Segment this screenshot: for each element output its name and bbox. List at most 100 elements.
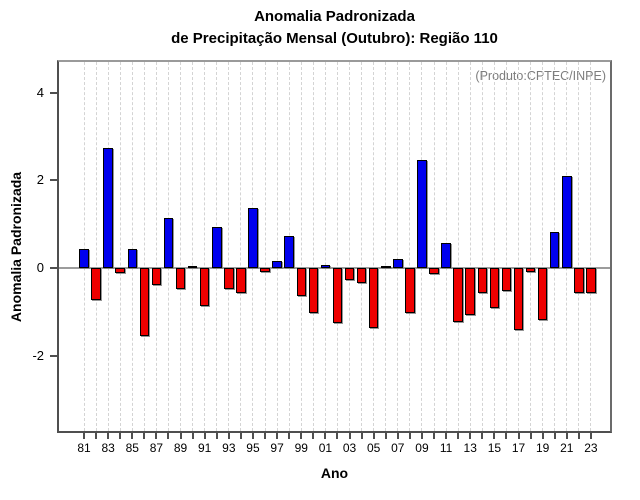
y-tick-label-2: 2 — [36, 172, 44, 188]
x-tick-2021 — [565, 433, 568, 439]
bar-2004 — [356, 268, 367, 284]
bar-2023 — [586, 268, 596, 294]
x-tick-1988 — [167, 433, 170, 439]
bar-1987 — [151, 268, 162, 286]
x-tick-1984 — [119, 433, 122, 439]
gridline-1984 — [119, 62, 121, 431]
bar-2007 — [393, 259, 403, 268]
x-tick-1997 — [276, 433, 279, 439]
x-tick-2023 — [589, 433, 592, 439]
x-tick-1998 — [288, 433, 291, 439]
bar-2008 — [405, 268, 415, 313]
x-tick-2016 — [505, 433, 508, 439]
x-tick-label-85: 85 — [125, 441, 139, 455]
bar-1990 — [187, 265, 198, 268]
x-tick-1994 — [239, 433, 242, 439]
y-tick-4 — [50, 91, 57, 94]
x-tick-label-13: 13 — [463, 441, 477, 455]
gridline-1987 — [155, 62, 157, 431]
x-tick-1992 — [215, 433, 218, 439]
gridline-2023 — [590, 62, 592, 431]
gridline-2004 — [361, 62, 363, 431]
bar-1996 — [260, 268, 270, 272]
x-tick-2001 — [324, 433, 327, 439]
x-tick-2012 — [457, 433, 460, 439]
gridline-2005 — [373, 62, 375, 431]
x-axis-title: Ano — [320, 465, 349, 481]
bar-2021 — [562, 176, 572, 268]
bar-2000 — [308, 268, 319, 314]
bar-2017 — [513, 268, 524, 330]
x-tick-2013 — [469, 433, 472, 439]
chart-title-line-2: de Precipitação Mensal (Outubro): Região… — [171, 30, 498, 47]
x-tick-label-17: 17 — [511, 441, 526, 455]
y-axis-title: Anomalia Padronizada — [8, 171, 24, 323]
gridline-2010 — [433, 62, 435, 431]
bar-1998 — [284, 236, 294, 268]
gridline-1986 — [143, 62, 145, 431]
bar-2020 — [549, 231, 560, 268]
x-tick-label-99: 99 — [294, 441, 308, 455]
bar-1985 — [127, 248, 138, 268]
bar-2015 — [489, 268, 500, 309]
x-tick-2015 — [493, 433, 496, 439]
bar-1995 — [248, 208, 258, 268]
gridline-1991 — [204, 62, 206, 431]
gridline-2022 — [578, 62, 580, 431]
bar-2009 — [417, 159, 427, 268]
gridline-1999 — [300, 62, 302, 431]
x-tick-label-23: 23 — [584, 441, 598, 455]
gridline-1982 — [95, 62, 97, 431]
gridline-2003 — [349, 62, 351, 431]
bar-2010 — [429, 268, 439, 275]
x-tick-2006 — [384, 433, 387, 439]
bar-2012 — [453, 268, 463, 323]
bar-1989 — [175, 268, 186, 290]
x-tick-1991 — [203, 433, 206, 439]
chart-title-line-1: Anomalia Padronizada — [254, 8, 415, 25]
x-tick-label-89: 89 — [173, 441, 188, 455]
gridline-1981 — [83, 62, 85, 431]
gridline-1997 — [276, 62, 278, 431]
x-tick-label-05: 05 — [366, 441, 381, 455]
x-tick-2005 — [372, 433, 375, 439]
x-tick-label-11: 11 — [439, 441, 453, 455]
gridline-2007 — [397, 62, 399, 431]
x-tick-2003 — [348, 433, 351, 439]
bar-2003 — [344, 268, 355, 280]
x-tick-2004 — [360, 433, 363, 439]
bar-2014 — [477, 268, 488, 294]
bar-1986 — [139, 268, 150, 337]
y-tick-label-4: 4 — [36, 84, 44, 100]
bar-2013 — [465, 268, 475, 315]
bar-1988 — [163, 218, 174, 268]
gridline-1993 — [228, 62, 230, 431]
gridline-2006 — [385, 62, 387, 431]
gridline-2000 — [312, 62, 314, 431]
gridline-1996 — [264, 62, 266, 431]
bar-1981 — [79, 248, 89, 268]
bar-1992 — [212, 226, 222, 268]
gridline-2014 — [481, 62, 483, 431]
gridline-2015 — [493, 62, 495, 431]
bar-1997 — [272, 260, 282, 268]
bar-1983 — [103, 147, 113, 268]
x-tick-label-07: 07 — [391, 441, 405, 455]
gridline-1985 — [131, 62, 133, 431]
y-tick-label--2: -2 — [32, 347, 44, 363]
x-tick-2019 — [541, 433, 544, 439]
x-tick-2014 — [481, 433, 484, 439]
bar-1999 — [296, 268, 306, 297]
gridline-2016 — [505, 62, 507, 431]
x-tick-1982 — [95, 433, 98, 439]
bar-2022 — [574, 268, 584, 294]
x-tick-label-01: 01 — [318, 441, 333, 455]
bar-2002 — [332, 268, 343, 324]
x-tick-1986 — [143, 433, 146, 439]
bar-2001 — [320, 264, 331, 268]
x-tick-2011 — [445, 433, 448, 439]
bar-2019 — [537, 268, 548, 321]
x-tick-label-87: 87 — [149, 441, 164, 455]
x-tick-2017 — [517, 433, 520, 439]
